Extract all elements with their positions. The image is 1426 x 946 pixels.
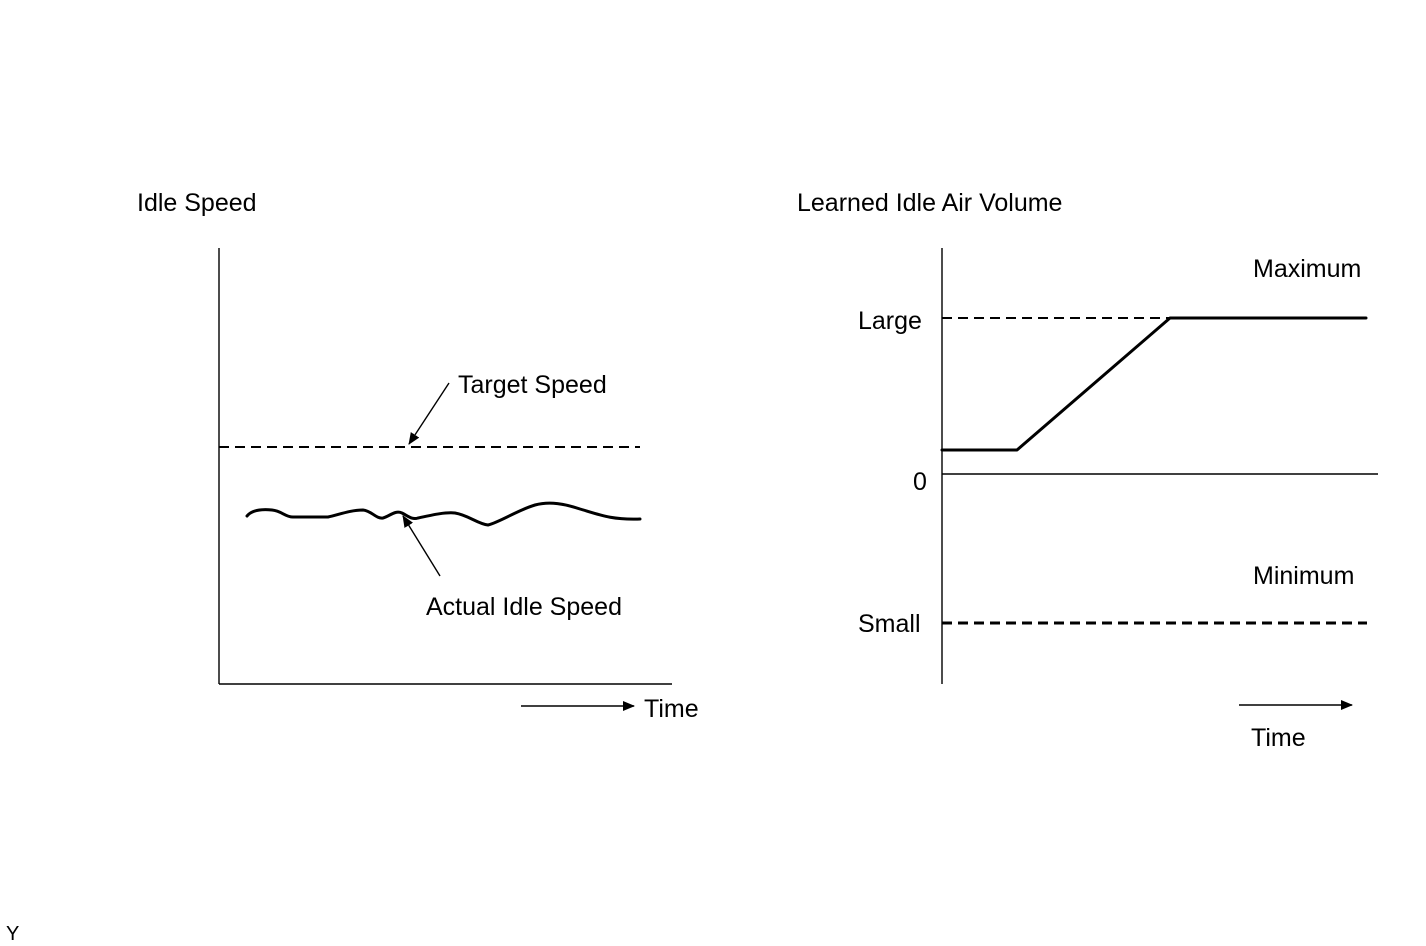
idle-speed-title: Idle Speed	[137, 189, 257, 217]
large-label: Large	[858, 307, 922, 335]
target-speed-label: Target Speed	[458, 371, 607, 399]
target-speed-pointer-arrow	[408, 382, 450, 445]
minimum-label: Minimum	[1253, 562, 1354, 590]
actual-idle-speed-pointer-arrow	[402, 515, 441, 577]
zero-label: 0	[913, 468, 927, 496]
time-label-right: Time	[1251, 724, 1306, 752]
learned-idle-air-volume-title: Learned Idle Air Volume	[797, 189, 1062, 217]
small-label: Small	[858, 610, 921, 638]
time-label-left: Time	[644, 695, 699, 723]
corner-mark: Y	[6, 923, 19, 945]
learned-idle-air-volume-panel: Learned Idle Air Volume Maximum Large 0 …	[797, 189, 1378, 752]
idle-speed-panel: Idle Speed Target Speed Actual Idle Spee…	[137, 189, 699, 723]
actual-idle-speed-curve	[245, 501, 642, 527]
actual-idle-speed-label: Actual Idle Speed	[426, 593, 622, 621]
maximum-label: Maximum	[1253, 255, 1361, 283]
learned-air-volume-curve	[940, 316, 1368, 452]
